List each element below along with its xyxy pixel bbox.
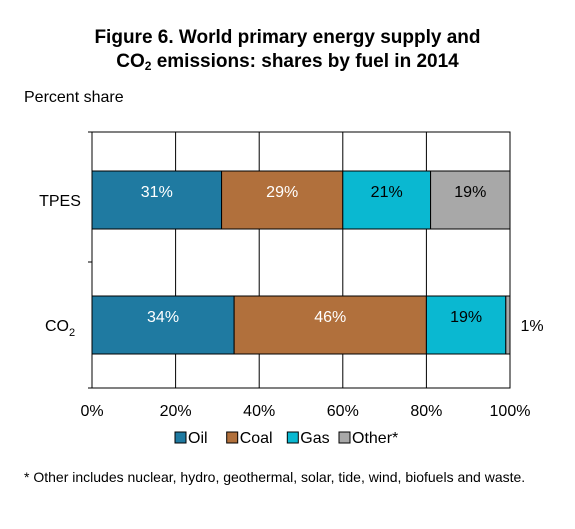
x-tick-label: 80% xyxy=(410,403,442,420)
x-tick-label: 60% xyxy=(327,403,359,420)
legend-swatch xyxy=(174,431,187,444)
chart-title-co: CO xyxy=(116,51,145,72)
bar-segment-coal xyxy=(221,170,344,230)
chart-title-line-2: emissions: shares by fuel in 2014 xyxy=(151,51,459,72)
x-tick-label: 100% xyxy=(490,403,531,420)
y-axis-label: Percent share xyxy=(24,89,124,106)
category-label: CO2 xyxy=(45,318,75,339)
data-label: 46% xyxy=(314,309,346,326)
bar-segment-oil xyxy=(91,170,223,230)
data-label: 19% xyxy=(450,309,482,326)
legend-swatch xyxy=(338,431,351,444)
chart-title: Figure 6. World primary energy supply an… xyxy=(0,26,575,74)
data-label: 29% xyxy=(266,184,298,201)
bar-segment-coal xyxy=(233,295,427,355)
legend-swatch xyxy=(286,431,299,444)
data-label: 21% xyxy=(371,184,403,201)
x-tick-label: 0% xyxy=(80,403,103,420)
legend-swatch xyxy=(226,431,239,444)
bar-segment-gas xyxy=(342,170,432,230)
legend-label: Other* xyxy=(352,430,398,447)
legend-label: Gas xyxy=(300,430,329,447)
plot-frame xyxy=(91,131,511,389)
legend-label: Coal xyxy=(240,430,273,447)
data-label: 34% xyxy=(147,309,179,326)
bar-segment-other xyxy=(430,170,511,230)
data-label: 19% xyxy=(454,184,486,201)
x-tick-label: 40% xyxy=(243,403,275,420)
chart-title-subscript: 2 xyxy=(144,59,152,73)
bar-segment-oil xyxy=(91,295,235,355)
bar-segment-other xyxy=(505,295,511,355)
x-tick-label: 20% xyxy=(160,403,192,420)
footnote: * Other includes nuclear, hydro, geother… xyxy=(24,469,526,485)
stacked-bar-chart: 0% 20% 40% 60% 80% 100% TPES 31% 29% 21% 19% CO2 34%… xyxy=(39,131,544,447)
chart-title-line-1: Figure 6. World primary energy supply an… xyxy=(94,27,481,48)
legend-label: Oil xyxy=(188,430,208,447)
data-label: 31% xyxy=(141,184,173,201)
category-label: TPES xyxy=(39,193,81,210)
data-label: 1% xyxy=(520,318,543,335)
